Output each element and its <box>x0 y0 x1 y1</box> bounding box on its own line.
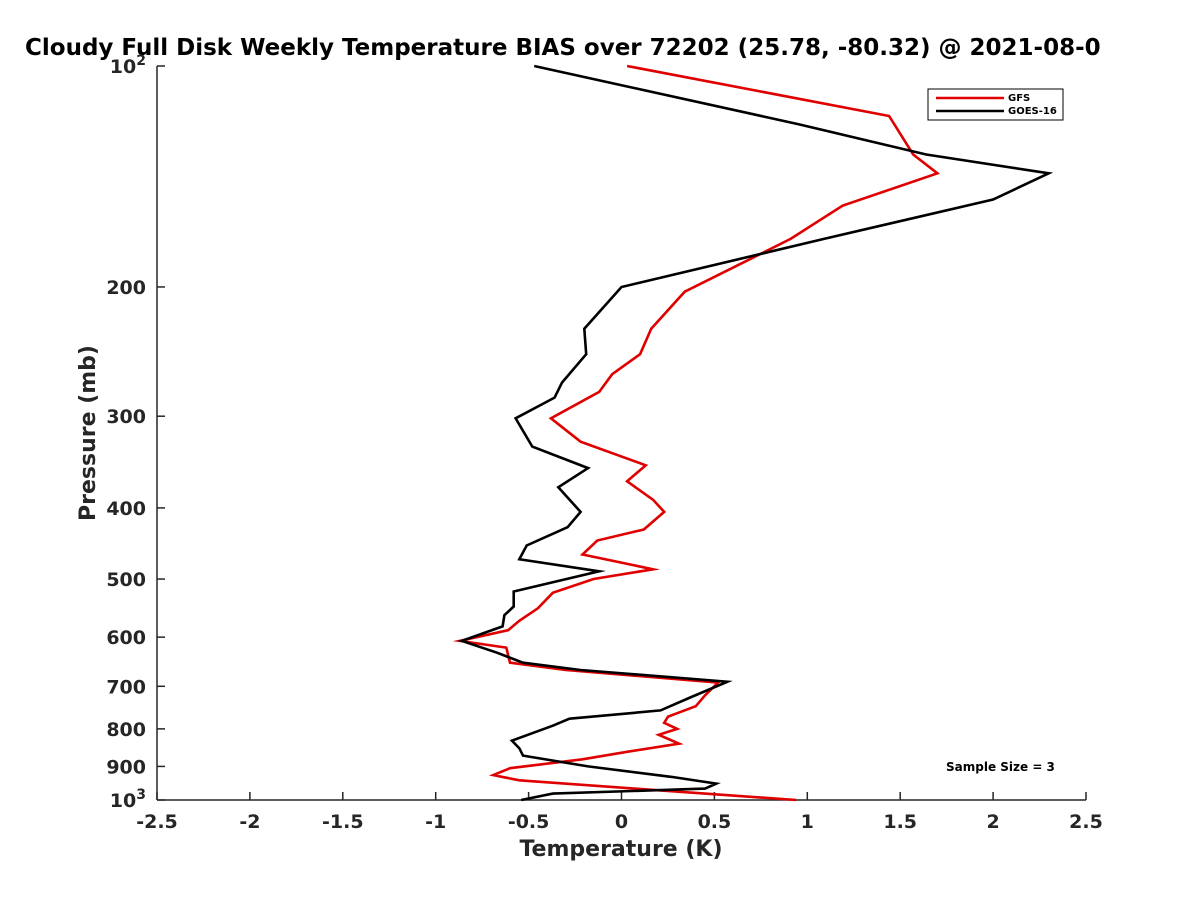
y-decade-tick-label: 103 <box>110 787 146 812</box>
plot-area <box>156 66 1086 801</box>
x-tick-label: -0.5 <box>508 811 550 833</box>
y-tick-label: 800 <box>106 719 146 741</box>
y-tick-label: 700 <box>106 676 146 698</box>
y-tick-label: 600 <box>106 627 146 649</box>
y-tick-label: 900 <box>106 756 146 778</box>
legend: GFS GOES-16 <box>927 88 1064 121</box>
legend-box <box>927 88 1064 121</box>
y-tick-label: 200 <box>106 277 146 299</box>
y-decade-tick-label: 102 <box>110 53 146 78</box>
x-tick-label: 0 <box>615 811 628 833</box>
x-tick-label: -1 <box>425 811 446 833</box>
x-ticks: -2.5 -2 -1.5 -1 -0.5 0 0.5 1 1.5 2 2.5 <box>136 792 1103 833</box>
series-line-gfs <box>452 64 941 802</box>
x-tick-label: 1 <box>801 811 814 833</box>
legend-label-gfs: GFS <box>1008 93 1030 104</box>
x-tick-label: -2 <box>239 811 260 833</box>
x-tick-label: 2.5 <box>1069 811 1103 833</box>
x-tick-label: 1.5 <box>883 811 917 833</box>
series-layer <box>452 64 1054 802</box>
y-axis-label: Pressure (mb) <box>76 345 101 521</box>
x-tick-label: -1.5 <box>322 811 364 833</box>
y-tick-label: 400 <box>106 498 146 520</box>
y-tick-label: 300 <box>106 406 146 428</box>
series-line-goes16 <box>457 64 1054 802</box>
x-tick-label: 2 <box>986 811 999 833</box>
y-tick-label: 500 <box>106 569 146 591</box>
legend-label-goes16: GOES-16 <box>1008 106 1057 117</box>
x-tick-label: -2.5 <box>136 811 178 833</box>
chart-title: Cloudy Full Disk Weekly Temperature BIAS… <box>25 35 1101 61</box>
sample-size-annotation: Sample Size = 3 <box>946 760 1055 774</box>
x-tick-label: 0.5 <box>698 811 732 833</box>
x-axis-label: Temperature (K) <box>519 837 722 862</box>
y-ticks: 200 300 400 500 600 700 800 900 102 103 <box>106 53 165 812</box>
